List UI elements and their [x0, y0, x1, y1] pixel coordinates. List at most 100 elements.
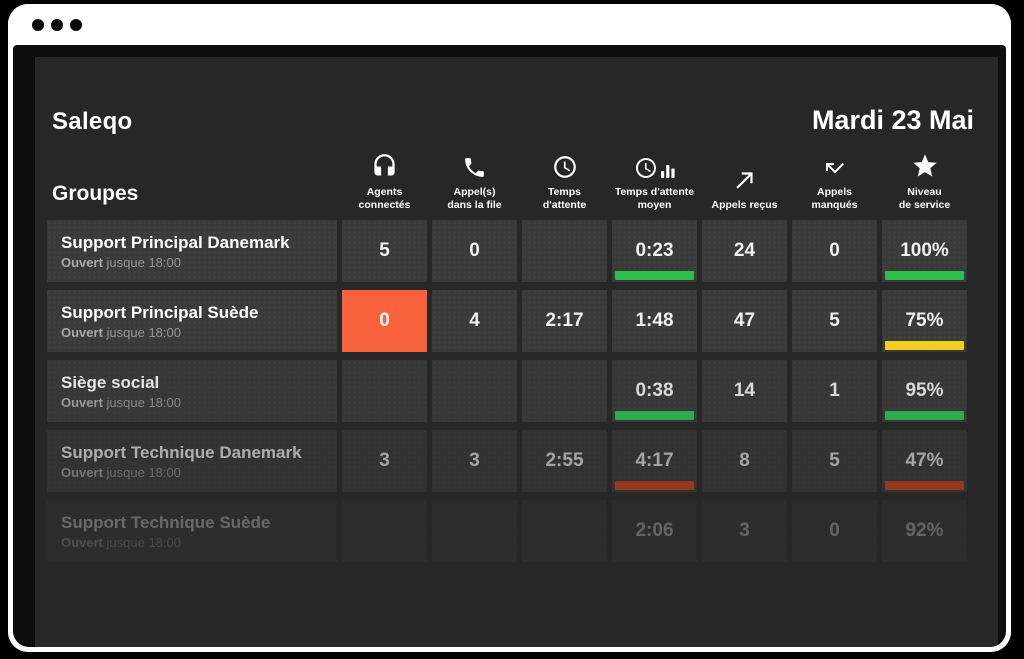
- cell-value: 0: [379, 310, 390, 331]
- group-status: Ouvert jusque 18:00: [61, 534, 181, 550]
- group-cell: Support Principal Suède Ouvert jusque 18:…: [47, 290, 337, 352]
- dashboard-panel: Saleqo Mardi 23 Mai Groupes Agents conne…: [35, 57, 998, 647]
- table-row: Support Principal Suède Ouvert jusque 18:…: [47, 290, 974, 352]
- cell-agents_connectes: 3: [342, 430, 427, 492]
- cell-value: 0:23: [635, 240, 674, 261]
- cell-value: 1:48: [635, 310, 674, 331]
- window-control-dot-1[interactable]: [32, 18, 44, 31]
- cell-temps_attente: [522, 500, 607, 562]
- current-date: Mardi 23 Mai: [811, 105, 974, 135]
- cell-value: 14: [733, 380, 756, 401]
- column-header-appels-dans-la-file: Appel(s) dans la file: [432, 155, 517, 214]
- cell-appels_dans_la_file: [432, 500, 517, 562]
- cell-value: 2:17: [545, 310, 584, 331]
- column-header-temps-attente-moyen: Temps d'attente moyen: [612, 156, 697, 214]
- column-label: Agents connectés: [358, 186, 411, 212]
- table-row: Siège social Ouvert jusque 18:00 0:38 14 1 95…: [47, 360, 974, 422]
- cell-appels_manques: 5: [792, 290, 877, 352]
- group-cell: Support Technique Suède Ouvert jusque 18:…: [47, 500, 337, 562]
- cell-value: 5: [379, 240, 390, 261]
- cell-value: 3: [469, 450, 480, 471]
- cell-appels_manques: 0: [792, 220, 877, 282]
- cell-appels_dans_la_file: 3: [432, 430, 517, 492]
- indicator-bar-red: [885, 481, 964, 490]
- cell-value: 47: [733, 310, 756, 331]
- cell-value: 4:17: [635, 450, 674, 471]
- cell-value: 5: [829, 450, 840, 471]
- group-status: Ouvert jusque 18:00: [61, 324, 181, 340]
- table-body: Support Principal Danemark Ouvert jusque …: [47, 220, 974, 562]
- clock-icon: [552, 154, 578, 180]
- cell-temps_attente: 2:55: [522, 430, 607, 492]
- table-row: Support Technique Suède Ouvert jusque 18:…: [47, 500, 974, 562]
- cell-temps_attente_moyen: 2:06: [612, 500, 697, 562]
- group-status: Ouvert jusque 18:00: [61, 394, 181, 410]
- group-name: Support Principal Suède: [61, 303, 259, 323]
- cell-value: 2:55: [545, 450, 584, 471]
- cell-value: 47%: [905, 450, 944, 471]
- column-label: Appel(s) dans la file: [447, 186, 502, 212]
- indicator-bar-yellow: [885, 341, 964, 350]
- window-body: Saleqo Mardi 23 Mai Groupes Agents conne…: [13, 45, 1006, 647]
- cell-value: 3: [739, 520, 750, 541]
- cell-appels_recus: 24: [702, 220, 787, 282]
- window-control-dot-2[interactable]: [51, 18, 63, 31]
- group-status: Ouvert jusque 18:00: [61, 254, 181, 270]
- phone-icon: [462, 155, 487, 180]
- group-status-open: Ouvert: [61, 254, 103, 270]
- cell-appels_dans_la_file: 0: [432, 220, 517, 282]
- app-title: Saleqo: [52, 108, 133, 135]
- window-control-dot-3[interactable]: [70, 18, 82, 31]
- cell-value: 95%: [905, 380, 944, 401]
- group-name: Support Principal Danemark: [61, 233, 290, 253]
- indicator-bar-red: [615, 481, 694, 490]
- table-row: Support Technique Danemark Ouvert jusque …: [47, 430, 974, 492]
- cell-temps_attente: [522, 360, 607, 422]
- cell-temps_attente_moyen: 4:17: [612, 430, 697, 492]
- indicator-bar-green: [885, 271, 964, 280]
- cell-temps_attente_moyen: 1:48: [612, 290, 697, 352]
- cell-temps_attente: 2:17: [522, 290, 607, 352]
- group-cell: Support Principal Danemark Ouvert jusque …: [47, 220, 337, 282]
- cell-niveau_service: 47%: [882, 430, 967, 492]
- cell-value: 1: [829, 380, 840, 401]
- cell-agents_connectes: 0: [342, 290, 427, 352]
- cell-value: 24: [733, 240, 756, 261]
- cell-appels_recus: 14: [702, 360, 787, 422]
- cell-value: 8: [739, 450, 750, 471]
- groups-column-title: Groupes: [52, 182, 139, 206]
- group-name: Support Technique Danemark: [61, 443, 302, 463]
- cell-appels_dans_la_file: 4: [432, 290, 517, 352]
- indicator-bar-green: [885, 411, 964, 420]
- cell-value: 0: [829, 240, 840, 261]
- group-name: Siège social: [61, 373, 160, 393]
- cell-value: 0: [469, 240, 480, 261]
- table-row: Support Principal Danemark Ouvert jusque …: [47, 220, 974, 282]
- cell-appels_dans_la_file: [432, 360, 517, 422]
- cell-value: 0:38: [635, 380, 674, 401]
- cell-value: 3: [379, 450, 390, 471]
- group-cell: Support Technique Danemark Ouvert jusque …: [47, 430, 337, 492]
- table-header-row: Groupes Agents connectés Appel(s) dan: [47, 152, 974, 212]
- column-label: Temps d'attente moyen: [614, 186, 695, 212]
- column-header-temps-attente: Temps d'attente: [522, 154, 607, 214]
- cell-agents_connectes: 5: [342, 220, 427, 282]
- cell-appels_manques: 0: [792, 500, 877, 562]
- column-header-appels-manques: Appels manqués: [792, 156, 877, 214]
- call-missed-icon: [821, 156, 849, 180]
- star-icon: [911, 152, 939, 180]
- cell-value: 100%: [900, 240, 949, 261]
- headset-icon: [371, 153, 398, 180]
- cell-niveau_service: 100%: [882, 220, 967, 282]
- indicator-bar-green: [615, 411, 694, 420]
- group-name: Support Technique Suède: [61, 513, 271, 533]
- window-titlebar: [8, 4, 1011, 45]
- cell-appels_manques: 5: [792, 430, 877, 492]
- cell-value: 5: [829, 310, 840, 331]
- column-label: Appels manqués: [811, 186, 858, 212]
- group-cell: Siège social Ouvert jusque 18:00: [47, 360, 337, 422]
- cell-value: 0: [829, 520, 840, 541]
- cell-appels_recus: 3: [702, 500, 787, 562]
- cell-niveau_service: 92%: [882, 500, 967, 562]
